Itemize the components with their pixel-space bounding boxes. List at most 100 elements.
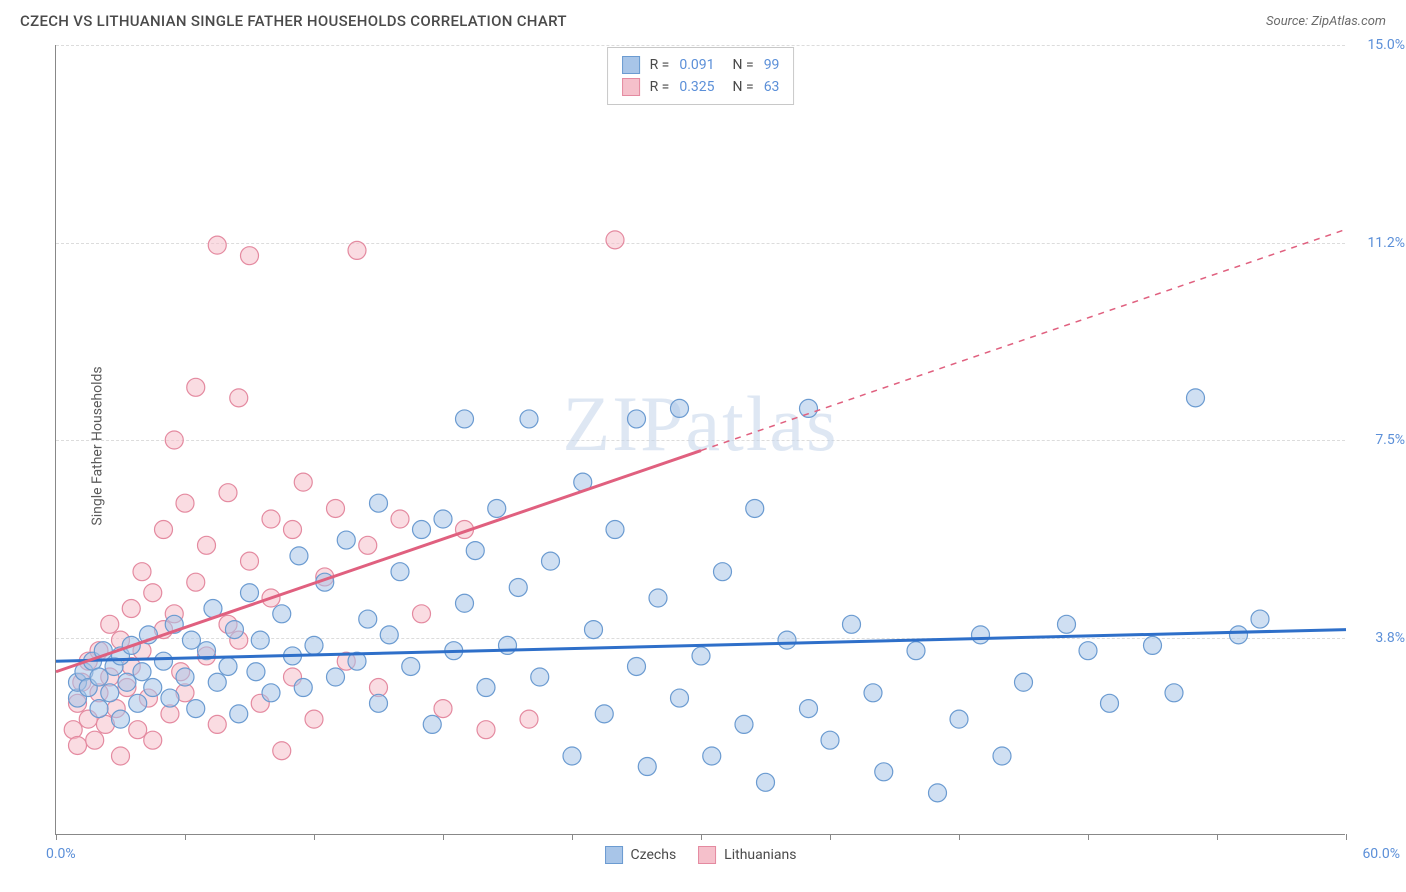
scatter-point: [182, 631, 200, 649]
scatter-point: [225, 621, 243, 639]
y-tick-label: 11.2%: [1367, 235, 1405, 251]
scatter-point: [230, 389, 248, 407]
scatter-point: [370, 494, 388, 512]
scatter-point: [219, 657, 237, 675]
scatter-point: [488, 499, 506, 517]
x-tick: [443, 834, 444, 840]
regression-line-lith-solid: [56, 451, 701, 672]
scatter-point: [241, 247, 259, 265]
scatter-point: [305, 636, 323, 654]
n-value: 99: [764, 57, 780, 73]
scatter-point: [520, 410, 538, 428]
source-label: Source: ZipAtlas.com: [1266, 14, 1386, 29]
scatter-point: [714, 563, 732, 581]
y-tick-label: 7.5%: [1375, 432, 1405, 448]
scatter-point: [90, 668, 108, 686]
scatter-point: [262, 510, 280, 528]
scatter-point: [359, 610, 377, 628]
x-tick: [1346, 834, 1347, 840]
scatter-point: [219, 484, 237, 502]
scatter-point: [628, 657, 646, 675]
scatter-point: [1230, 626, 1248, 644]
scatter-point: [1101, 694, 1119, 712]
r-label: R =: [650, 57, 670, 73]
scatter-point: [101, 684, 119, 702]
scatter-point: [413, 521, 431, 539]
scatter-point: [348, 241, 366, 259]
scatter-point: [1015, 673, 1033, 691]
x-tick: [1088, 834, 1089, 840]
scatter-point: [208, 715, 226, 733]
scatter-point: [595, 705, 613, 723]
r-value: 0.091: [679, 57, 714, 73]
scatter-point: [606, 231, 624, 249]
legend-swatch: [605, 846, 623, 864]
scatter-point: [64, 721, 82, 739]
scatter-point: [1058, 615, 1076, 633]
scatter-point: [241, 584, 259, 602]
scatter-point: [864, 684, 882, 702]
scatter-point: [112, 747, 130, 765]
x-tick: [1217, 834, 1218, 840]
scatter-point: [929, 784, 947, 802]
scatter-point: [628, 410, 646, 428]
x-tick: [959, 834, 960, 840]
scatter-point: [112, 710, 130, 728]
scatter-point: [187, 378, 205, 396]
scatter-point: [187, 573, 205, 591]
scatter-point: [198, 536, 216, 554]
scatter-point: [735, 715, 753, 733]
scatter-point: [800, 399, 818, 417]
scatter-point: [290, 547, 308, 565]
scatter-point: [993, 747, 1011, 765]
scatter-point: [757, 773, 775, 791]
scatter-point: [391, 563, 409, 581]
legend-stats-row: R =0.091N =99: [622, 54, 780, 76]
scatter-point: [337, 531, 355, 549]
scatter-point: [907, 642, 925, 660]
x-axis-min: 0.0%: [46, 846, 76, 862]
scatter-point: [273, 742, 291, 760]
scatter-point: [155, 652, 173, 670]
scatter-point: [875, 763, 893, 781]
scatter-point: [133, 663, 151, 681]
scatter-point: [520, 710, 538, 728]
scatter-point: [129, 694, 147, 712]
scatter-point: [746, 499, 764, 517]
scatter-point: [563, 747, 581, 765]
scatter-point: [703, 747, 721, 765]
scatter-point: [370, 694, 388, 712]
scatter-point: [456, 594, 474, 612]
scatter-point: [800, 700, 818, 718]
scatter-point: [118, 673, 136, 691]
scatter-point: [671, 689, 689, 707]
x-tick: [56, 834, 57, 840]
scatter-point: [176, 668, 194, 686]
scatter-point: [1079, 642, 1097, 660]
scatter-point: [155, 521, 173, 539]
scatter-point: [391, 510, 409, 528]
scatter-point: [1165, 684, 1183, 702]
scatter-point: [262, 684, 280, 702]
scatter-point: [1251, 610, 1269, 628]
scatter-point: [531, 668, 549, 686]
x-tick: [701, 834, 702, 840]
scatter-point: [305, 710, 323, 728]
scatter-point: [129, 721, 147, 739]
n-label: N =: [733, 79, 754, 95]
legend-series-label: Lithuanians: [724, 847, 796, 863]
x-tick: [572, 834, 573, 840]
scatter-point: [69, 736, 87, 754]
regression-line-lith-dash: [701, 229, 1346, 450]
scatter-point: [284, 521, 302, 539]
scatter-point: [1144, 636, 1162, 654]
scatter-plot: [56, 45, 1345, 834]
scatter-point: [241, 552, 259, 570]
x-axis-max: 60.0%: [1362, 846, 1400, 862]
legend-swatch: [622, 78, 640, 96]
x-tick: [830, 834, 831, 840]
scatter-point: [90, 700, 108, 718]
scatter-point: [144, 584, 162, 602]
scatter-point: [165, 431, 183, 449]
scatter-point: [821, 731, 839, 749]
